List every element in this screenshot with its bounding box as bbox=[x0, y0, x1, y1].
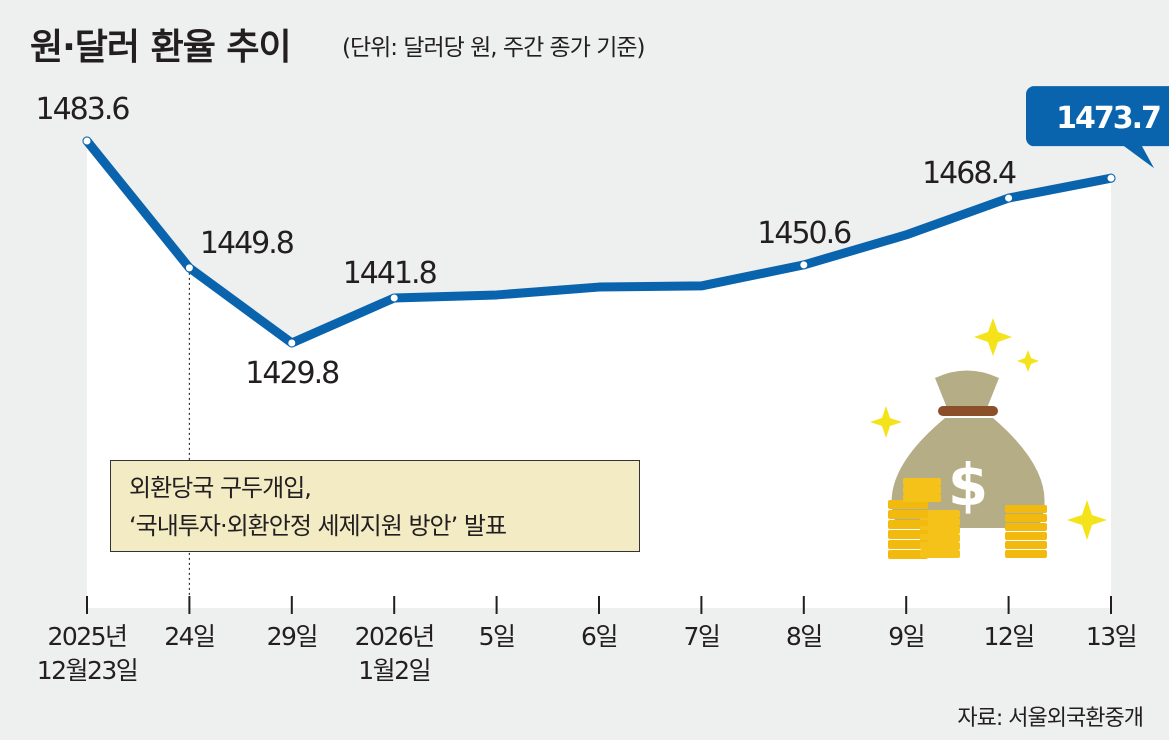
chart-title: 원·달러 환율 추이 bbox=[30, 27, 292, 68]
data-point bbox=[287, 338, 297, 348]
data-label: 1429.8 bbox=[245, 356, 339, 391]
x-tick-label: 9일 bbox=[888, 622, 924, 651]
x-tick-label: 12일 bbox=[983, 622, 1033, 651]
x-tick-label: 6일 bbox=[581, 622, 617, 651]
x-tick-label: 2025년 bbox=[47, 622, 126, 651]
x-tick-label: 12월23일 bbox=[37, 656, 138, 685]
svg-text:$: $ bbox=[948, 451, 988, 519]
x-tick-label: 8일 bbox=[786, 622, 822, 651]
x-tick-label: 5일 bbox=[479, 622, 515, 651]
data-label: 1441.8 bbox=[343, 256, 437, 291]
data-label: 1450.6 bbox=[757, 216, 851, 251]
annotation-line-1: 외환당국 구두개입, bbox=[129, 474, 312, 502]
series-line bbox=[82, 136, 1116, 348]
x-tick-label: 24일 bbox=[164, 622, 214, 651]
data-label: 1483.6 bbox=[36, 92, 130, 127]
highlight-callout bbox=[1026, 86, 1169, 169]
data-label: 1468.4 bbox=[922, 156, 1016, 191]
data-point bbox=[82, 136, 92, 146]
source-label: 자료: 서울외국환중개 bbox=[957, 706, 1144, 731]
data-point bbox=[184, 263, 194, 273]
data-label-highlight: 1473.7 bbox=[1056, 101, 1160, 136]
annotation-line-2: ‘국내투자·외환안정 세제지원 방안’ 발표 bbox=[129, 512, 507, 540]
x-tick-label: 7일 bbox=[683, 622, 719, 651]
data-label: 1449.8 bbox=[200, 226, 294, 261]
data-point bbox=[1106, 173, 1116, 183]
x-tick-label: 29일 bbox=[267, 622, 317, 651]
x-tick-label: 1월2일 bbox=[358, 656, 430, 685]
money-bag-icon: $ bbox=[870, 318, 1107, 559]
x-tick-label: 13일 bbox=[1086, 622, 1136, 651]
annotation-box: 외환당국 구두개입, ‘국내투자·외환안정 세제지원 방안’ 발표 bbox=[110, 460, 640, 552]
x-tick-label: 2026년 bbox=[355, 622, 434, 651]
data-point bbox=[799, 260, 809, 270]
data-point bbox=[1004, 193, 1014, 203]
unit-label: (단위: 달러당 원, 주간 종가 기준) bbox=[342, 35, 645, 61]
data-point bbox=[389, 293, 399, 303]
